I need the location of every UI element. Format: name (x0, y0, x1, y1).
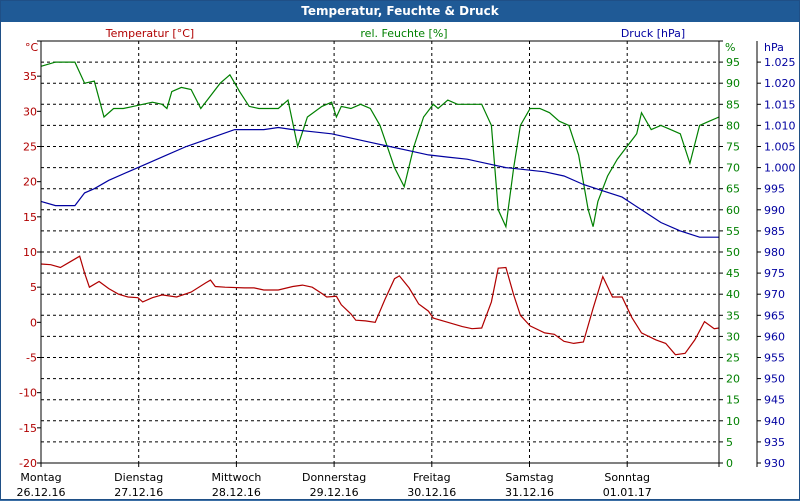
pressure-axis-label: Druck [hPa] (621, 27, 685, 40)
temp-tick-label: 5 (30, 281, 37, 294)
humidity-tick-label: 55 (726, 225, 740, 238)
humidity-tick-label: 5 (726, 436, 733, 449)
pressure-tick-label: 1.000 (764, 162, 796, 175)
humidity-tick-label: 25 (726, 352, 740, 365)
series-line-temp (40, 255, 720, 356)
series-line-hum (40, 61, 720, 229)
pressure-tick-label: 1.005 (764, 141, 796, 154)
x-tick-day: Sonntag (604, 471, 650, 484)
pressure-tick-label: 960 (764, 330, 785, 343)
pressure-tick-label: 940 (764, 415, 785, 428)
temp-tick-label: -15 (19, 422, 37, 435)
temp-tick-label: 0 (30, 316, 37, 329)
temp-tick-label: -20 (19, 457, 37, 470)
x-tick-day: Mittwoch (211, 471, 261, 484)
temp-tick-label: 25 (23, 141, 37, 154)
series-lines (40, 61, 720, 356)
temp-tick-label: 10 (23, 246, 37, 259)
x-tick-date: 29.12.16 (310, 486, 359, 499)
x-tick-day: Donnerstag (302, 471, 366, 484)
humidity-tick-label: 80 (726, 119, 740, 132)
pressure-tick-label: 965 (764, 309, 785, 322)
pressure-tick-label: 995 (764, 183, 785, 196)
temp-tick-label: 15 (23, 211, 37, 224)
humidity-tick-label: 90 (726, 77, 740, 90)
x-tick-day: Samstag (505, 471, 553, 484)
pressure-tick-label: 930 (764, 457, 785, 470)
humidity-tick-label: 85 (726, 98, 740, 111)
axes: 35302520151050-5-10-15-20959085807570656… (17, 40, 796, 499)
series-line-press (40, 126, 719, 238)
temp-axis-label: Temperatur [°C] (105, 27, 194, 40)
pressure-tick-label: 1.025 (764, 56, 796, 69)
humidity-tick-label: 20 (726, 373, 740, 386)
pressure-tick-label: 1.015 (764, 98, 796, 111)
temp-tick-label: -5 (26, 352, 37, 365)
pressure-tick-label: 990 (764, 204, 785, 217)
temp-tick-label: 30 (23, 105, 37, 118)
x-tick-date: 27.12.16 (114, 486, 163, 499)
temp-tick-label: -10 (19, 387, 37, 400)
x-tick-day: Freitag (413, 471, 451, 484)
temp-tick-label: 35 (23, 70, 37, 83)
x-tick-day: Dienstag (114, 471, 163, 484)
humidity-unit-label: % (725, 41, 735, 54)
grid-lines (41, 40, 719, 464)
humidity-tick-label: 50 (726, 246, 740, 259)
x-tick-date: 28.12.16 (212, 486, 261, 499)
pressure-tick-label: 945 (764, 394, 785, 407)
pressure-tick-label: 955 (764, 352, 785, 365)
humidity-tick-label: 30 (726, 330, 740, 343)
temp-unit-label: °C (25, 41, 39, 54)
pressure-tick-label: 975 (764, 267, 785, 280)
pressure-tick-label: 935 (764, 436, 785, 449)
pressure-tick-label: 980 (764, 246, 785, 259)
chart-title: Temperatur, Feuchte & Druck (1, 1, 799, 22)
x-tick-date: 01.01.17 (603, 486, 652, 499)
pressure-tick-label: 950 (764, 373, 785, 386)
x-tick-date: 26.12.16 (17, 486, 66, 499)
humidity-axis-label: rel. Feuchte [%] (360, 27, 447, 40)
x-tick-date: 31.12.16 (505, 486, 554, 499)
x-tick-date: 30.12.16 (407, 486, 456, 499)
pressure-tick-label: 1.010 (764, 119, 796, 132)
x-tick-day: Montag (20, 471, 61, 484)
humidity-tick-label: 45 (726, 267, 740, 280)
humidity-tick-label: 10 (726, 415, 740, 428)
pressure-tick-label: 1.020 (764, 77, 796, 90)
pressure-unit-label: hPa (764, 41, 784, 54)
pressure-tick-label: 970 (764, 288, 785, 301)
humidity-tick-label: 60 (726, 204, 740, 217)
temp-tick-label: 20 (23, 176, 37, 189)
humidity-tick-label: 0 (726, 457, 733, 470)
humidity-tick-label: 15 (726, 394, 740, 407)
humidity-tick-label: 35 (726, 309, 740, 322)
pressure-tick-label: 985 (764, 225, 785, 238)
humidity-tick-label: 95 (726, 56, 740, 69)
humidity-tick-label: 75 (726, 141, 740, 154)
humidity-tick-label: 65 (726, 183, 740, 196)
humidity-tick-label: 70 (726, 162, 740, 175)
humidity-tick-label: 40 (726, 288, 740, 301)
